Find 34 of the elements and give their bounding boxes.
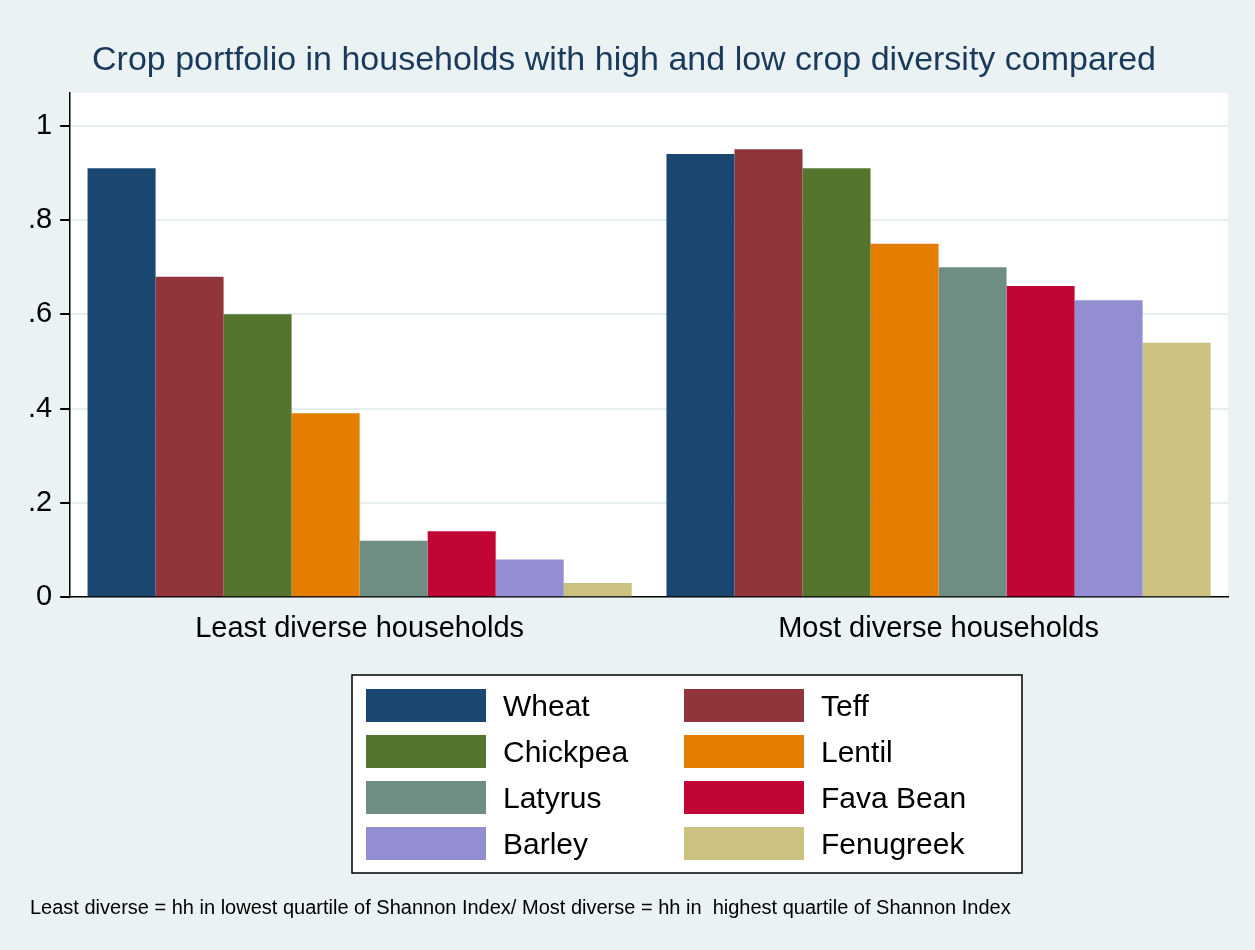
bar	[495, 559, 564, 597]
legend-label: Lentil	[821, 735, 893, 769]
bar	[1074, 300, 1143, 597]
chart-title: Crop portfolio in households with high and low crop diversity compared	[91, 38, 1157, 77]
legend-label: Chickpea	[503, 735, 629, 769]
y-tick-label: 1	[36, 107, 53, 140]
y-tick-label: .4	[28, 390, 53, 423]
legend-label: Latyrus	[503, 781, 602, 815]
legend-label: Barley	[503, 827, 589, 861]
bar	[870, 243, 939, 597]
y-tick-label: .8	[28, 202, 53, 235]
bar	[1142, 342, 1211, 597]
y-tick-label: 0	[36, 579, 53, 612]
bar	[938, 267, 1007, 597]
bar	[666, 154, 735, 597]
bar	[427, 531, 496, 597]
bar	[1006, 286, 1075, 597]
bar	[734, 149, 803, 597]
y-tick-label: .6	[28, 296, 53, 329]
legend-label: Fava Bean	[821, 781, 967, 815]
bar	[802, 168, 871, 597]
y-tick-label: .2	[28, 484, 53, 517]
bar	[155, 276, 224, 597]
legend-label: Fenugreek	[821, 827, 966, 861]
bar	[223, 314, 292, 597]
bar	[563, 583, 632, 597]
bar	[87, 168, 156, 597]
bar	[291, 413, 360, 597]
x-tick-label: Least diverse households	[195, 610, 525, 643]
legend-label: Teff	[821, 689, 870, 723]
text: Least diverse = hh in lowest quartile of Shannon Index/ Most diverse = hh in highest quartile of Shannon Index	[30, 895, 1011, 918]
x-tick-label: Most diverse households	[778, 610, 1099, 643]
legend-label: Wheat	[503, 689, 591, 723]
bar	[359, 540, 428, 597]
